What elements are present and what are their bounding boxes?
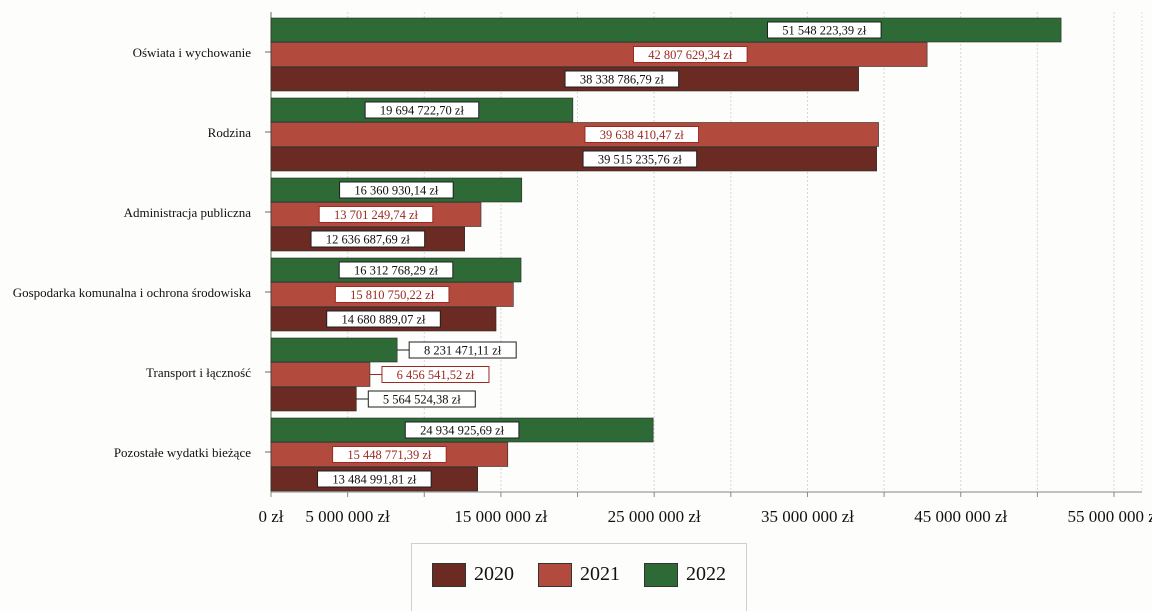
category-label: Gospodarka komunalna i ochrona środowisk… bbox=[13, 285, 252, 300]
x-tick-label: 5 000 000 zł bbox=[305, 507, 390, 526]
data-labels: 51 548 223,39 zł 42 807 629,34 zł 38 338 7… bbox=[310, 21, 882, 488]
data-label-box bbox=[404, 421, 520, 439]
data-label-box bbox=[339, 181, 454, 199]
x-tick-label: 45 000 000 zł bbox=[914, 507, 1007, 526]
x-tick-label: 25 000 000 zł bbox=[608, 507, 701, 526]
legend-item-2021: 2021 bbox=[538, 562, 620, 587]
data-label: 39 638 410,47 zł bbox=[600, 128, 685, 142]
bar-2020 bbox=[270, 146, 877, 172]
legend-item-2020: 2020 bbox=[432, 562, 514, 587]
data-label-box bbox=[584, 126, 700, 143]
data-label-box bbox=[317, 470, 432, 488]
data-label: 15 448 771,39 zł bbox=[347, 448, 432, 462]
data-label: 19 694 722,70 zł bbox=[380, 104, 465, 118]
data-label: 5 564 524,38 zł bbox=[383, 393, 461, 407]
bars bbox=[270, 17, 1062, 492]
data-label-box bbox=[326, 310, 441, 328]
bar-2021 bbox=[270, 42, 928, 67]
bar-2022 bbox=[270, 17, 1062, 43]
x-tick-label: 0 zł bbox=[258, 507, 283, 526]
category-label: Oświata i wychowanie bbox=[133, 45, 252, 60]
bar-2021 bbox=[270, 362, 371, 387]
legend-swatch bbox=[432, 562, 466, 587]
legend-swatch bbox=[538, 562, 572, 587]
bar-chart: 0 zł 5 000 000 zł 15 000 000 zł 25 000 000 … bbox=[13, 12, 1152, 526]
data-label: 16 360 930,14 zł bbox=[354, 184, 439, 198]
legend: 2020 2021 2022 bbox=[411, 543, 747, 611]
data-label-box bbox=[766, 21, 882, 39]
legend-label: 2022 bbox=[686, 563, 726, 585]
data-label-box bbox=[338, 261, 454, 279]
bar-2021 bbox=[270, 122, 879, 147]
grid bbox=[347, 12, 1143, 492]
data-label: 12 636 687,69 zł bbox=[326, 233, 411, 247]
data-label: 39 515 235,76 zł bbox=[598, 153, 683, 167]
data-label-box bbox=[334, 286, 450, 303]
category-label: Pozostałe wydatki bieżące bbox=[114, 445, 251, 460]
data-label: 13 701 249,74 zł bbox=[334, 208, 419, 222]
axes: 0 zł 5 000 000 zł 15 000 000 zł 25 000 000 … bbox=[13, 12, 1152, 526]
legend-item-2022: 2022 bbox=[644, 562, 726, 587]
x-tick-label: 15 000 000 zł bbox=[454, 507, 547, 526]
data-label: 16 312 768,29 zł bbox=[354, 264, 439, 278]
category-label: Transport i łączność bbox=[146, 365, 251, 380]
data-label: 8 231 471,11 zł bbox=[424, 344, 502, 358]
data-label-box bbox=[310, 230, 426, 248]
data-label-box bbox=[318, 206, 434, 223]
category-label: Administracja publiczna bbox=[124, 205, 252, 220]
legend-label: 2021 bbox=[580, 563, 620, 585]
data-label-box bbox=[332, 446, 447, 463]
x-tick-label: 35 000 000 zł bbox=[761, 507, 854, 526]
data-label: 51 548 223,39 zł bbox=[782, 24, 867, 38]
x-tick-label: 55 000 000 zł bbox=[1067, 507, 1152, 526]
data-label: 38 338 786,79 zł bbox=[580, 73, 665, 87]
bar-2022 bbox=[270, 337, 398, 363]
bar-2020 bbox=[270, 386, 357, 412]
data-label-box bbox=[633, 46, 748, 63]
data-label: 14 680 889,07 zł bbox=[341, 313, 426, 327]
data-label-box bbox=[364, 101, 480, 119]
data-label: 13 484 991,81 zł bbox=[332, 473, 417, 487]
category-label: Rodzina bbox=[208, 125, 252, 140]
legend-label: 2020 bbox=[474, 563, 514, 585]
data-label-box bbox=[582, 150, 698, 168]
data-label-box bbox=[564, 70, 680, 88]
data-label: 24 934 925,69 zł bbox=[420, 424, 505, 438]
data-label: 6 456 541,52 zł bbox=[397, 368, 475, 382]
data-label: 15 810 750,22 zł bbox=[350, 288, 435, 302]
legend-swatch bbox=[644, 562, 678, 587]
data-label: 42 807 629,34 zł bbox=[648, 48, 733, 62]
